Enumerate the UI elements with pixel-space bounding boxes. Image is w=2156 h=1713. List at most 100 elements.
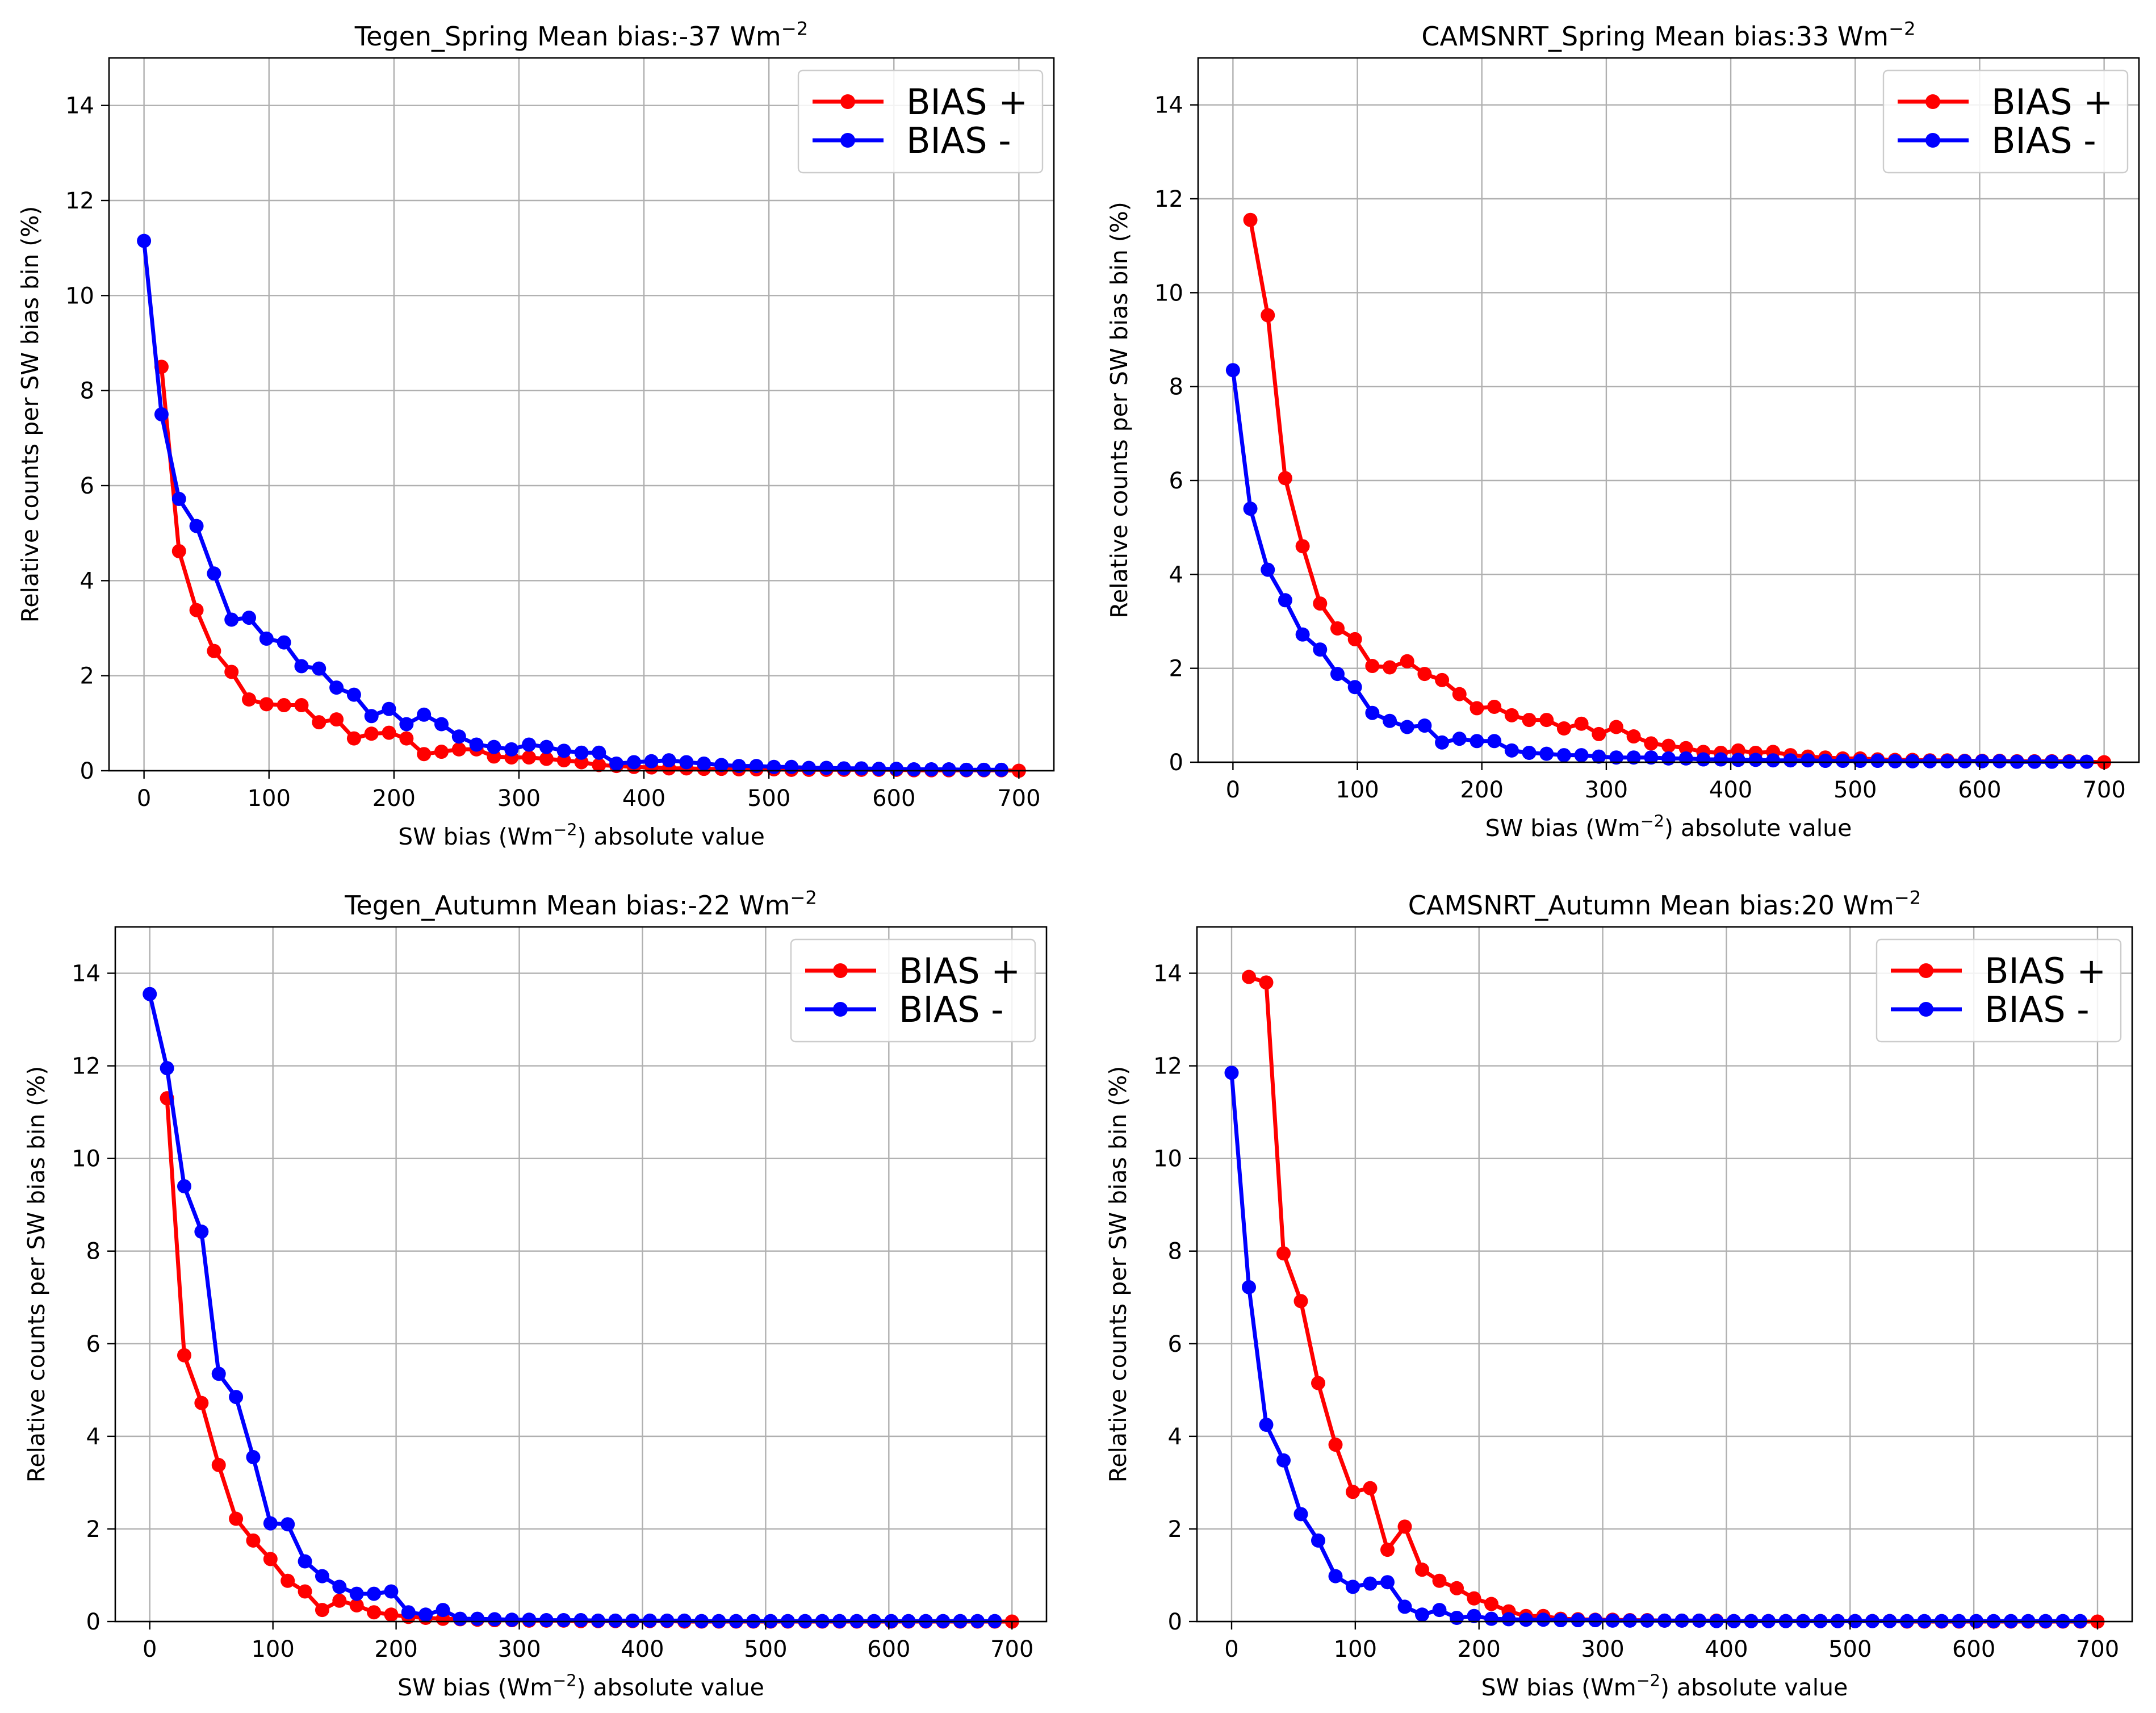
data-point-bias-plus xyxy=(1678,741,1693,755)
legend-label-bias-minus: BIAS - xyxy=(906,120,1011,161)
data-point-bias-plus xyxy=(1363,1481,1378,1495)
y-tick-label: 2 xyxy=(86,1516,101,1543)
data-point-bias-plus xyxy=(1417,667,1432,682)
data-point-bias-minus xyxy=(211,1367,226,1381)
data-point-bias-plus xyxy=(1242,970,1256,984)
x-axis-label: SW bias (Wm−2) absolute value xyxy=(1481,1671,1848,1701)
data-point-bias-minus xyxy=(1692,1613,1706,1628)
y-tick-label: 12 xyxy=(1153,1054,1182,1080)
data-point-bias-minus xyxy=(263,1516,278,1531)
chart-title-text: CAMSNRT_Autumn Mean bias:20 Wm xyxy=(1408,890,1894,921)
x-tick-label: 700 xyxy=(2082,777,2125,803)
data-point-bias-minus xyxy=(294,659,309,674)
data-point-bias-plus xyxy=(1609,720,1623,734)
data-point-bias-minus xyxy=(487,1612,502,1627)
y-tick-label: 2 xyxy=(80,663,94,690)
data-point-bias-plus xyxy=(1470,701,1484,716)
x-axis-label-superscript: −2 xyxy=(1640,812,1664,831)
data-point-bias-minus xyxy=(731,759,746,774)
data-point-bias-minus xyxy=(522,1612,537,1627)
data-point-bias-minus xyxy=(1644,750,1659,765)
legend-marker-bias-plus xyxy=(1919,963,1933,978)
legend-box xyxy=(797,69,1044,174)
data-point-bias-minus xyxy=(591,1613,605,1628)
data-point-bias-minus xyxy=(556,743,571,758)
data-point-bias-plus xyxy=(384,1607,399,1622)
data-point-bias-minus xyxy=(592,745,606,760)
data-point-bias-plus xyxy=(434,745,449,759)
data-point-bias-plus xyxy=(1452,687,1467,701)
data-point-bias-plus xyxy=(1311,1376,1325,1390)
data-point-bias-minus xyxy=(959,762,974,777)
chart-title-superscript: −2 xyxy=(1889,18,1915,40)
data-point-bias-minus xyxy=(1330,667,1345,682)
legend-label-bias-plus: BIAS + xyxy=(899,950,1020,992)
data-point-bias-minus xyxy=(364,709,379,724)
data-point-bias-minus xyxy=(1328,1569,1343,1584)
data-point-bias-plus xyxy=(1415,1562,1429,1577)
data-point-bias-plus xyxy=(242,692,257,707)
data-point-bias-minus xyxy=(1383,713,1397,728)
x-tick-label: 200 xyxy=(374,1636,417,1662)
data-point-bias-minus xyxy=(626,755,641,770)
x-tick-label: 700 xyxy=(990,1636,1033,1662)
data-point-bias-minus xyxy=(1417,718,1432,733)
legend-marker-bias-plus xyxy=(1925,94,1940,109)
data-point-bias-plus xyxy=(346,731,361,746)
data-point-bias-minus xyxy=(1522,745,1537,760)
x-tick-label: 100 xyxy=(248,786,291,812)
data-point-bias-plus xyxy=(1313,596,1328,611)
data-point-bias-plus xyxy=(1539,713,1554,728)
data-point-bias-minus xyxy=(315,1569,329,1584)
data-point-bias-plus xyxy=(1278,471,1292,486)
data-point-bias-plus xyxy=(1435,672,1450,687)
x-tick-label: 0 xyxy=(137,786,151,812)
data-point-bias-minus xyxy=(1365,705,1380,720)
data-point-bias-plus xyxy=(207,644,221,658)
plot-frame xyxy=(1196,926,2133,1623)
data-point-bias-minus xyxy=(1992,754,2007,768)
chart-title-superscript: −2 xyxy=(1894,887,1921,909)
data-point-bias-minus xyxy=(189,519,204,533)
data-point-bias-minus xyxy=(332,1580,347,1594)
x-tick-label: 500 xyxy=(1828,1636,1872,1662)
data-point-bias-minus xyxy=(1504,743,1519,758)
y-tick-label: 10 xyxy=(65,283,94,309)
x-tick-label: 0 xyxy=(143,1636,157,1662)
data-point-bias-plus xyxy=(171,544,186,558)
legend-marker-bias-minus xyxy=(833,1002,848,1017)
chart-title: CAMSNRT_Autumn Mean bias:20 Wm−2 xyxy=(1408,887,1921,921)
chart-title-superscript: −2 xyxy=(781,18,808,40)
data-point-bias-minus xyxy=(836,761,851,776)
data-point-bias-minus xyxy=(642,1613,657,1628)
y-tick-label: 8 xyxy=(80,378,94,404)
data-point-bias-plus xyxy=(246,1533,261,1548)
y-tick-label: 2 xyxy=(1168,1516,1182,1543)
x-axis-label: SW bias (Wm−2) absolute value xyxy=(398,820,765,850)
chart-panel-2: 0 100 200 300 400 500 600 700 0 2 4 6 8 10 12 14 CAMSNRT… xyxy=(1106,18,2140,842)
data-point-bias-minus xyxy=(1731,753,1745,767)
data-point-bias-minus xyxy=(259,631,274,646)
data-point-bias-plus xyxy=(1432,1573,1447,1588)
data-point-bias-minus xyxy=(1243,502,1258,516)
x-axis-label-text: SW bias (Wm xyxy=(1481,1674,1636,1701)
data-point-bias-plus xyxy=(298,1584,312,1599)
data-point-bias-minus xyxy=(1224,1066,1239,1080)
data-point-bias-plus xyxy=(1293,1294,1308,1309)
data-point-bias-minus xyxy=(1435,735,1450,750)
y-axis-label: Relative counts per SW bias bin (%) xyxy=(1104,1066,1132,1483)
y-tick-label: 0 xyxy=(80,758,94,784)
data-point-bias-plus xyxy=(263,1552,278,1566)
y-tick-label: 14 xyxy=(65,93,94,119)
legend-label-bias-minus: BIAS - xyxy=(899,989,1004,1030)
data-point-bias-plus xyxy=(1484,1597,1498,1611)
data-point-bias-minus xyxy=(384,1584,399,1599)
data-point-bias-plus xyxy=(1450,1581,1464,1595)
data-point-bias-minus xyxy=(1853,754,1868,768)
x-axis-label-text: SW bias (Wm xyxy=(1485,814,1640,842)
chart-title-text: Tegen_Spring Mean bias:-37 Wm xyxy=(354,21,781,52)
data-point-bias-minus xyxy=(539,739,554,754)
data-point-bias-minus xyxy=(1678,751,1693,766)
y-tick-label: 12 xyxy=(65,188,94,214)
